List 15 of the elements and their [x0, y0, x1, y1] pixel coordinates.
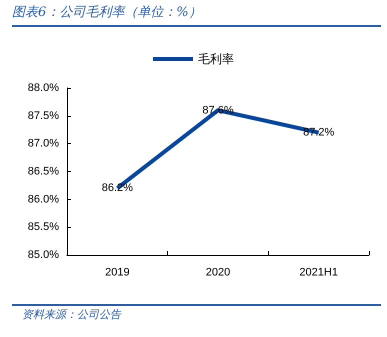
y-tick-label: 85.0% [28, 249, 60, 261]
y-tick-label: 87.0% [28, 138, 60, 150]
y-tick-label: 86.0% [28, 193, 60, 206]
y-tick-label: 86.5% [28, 166, 60, 178]
text: 资料来源：公司公告 [22, 307, 121, 322]
x-tick-label: 2020 [206, 266, 230, 278]
data-label: 87.2% [303, 126, 334, 139]
y-tick-label: 88.0% [28, 82, 60, 94]
data-label: 86.2% [102, 182, 134, 194]
legend-label: 毛利率 [198, 52, 234, 66]
y-tick-label: 85.5% [28, 221, 60, 234]
chart-title: 图表6：公司毛利率（单位：%） [12, 4, 202, 21]
x-tick-label: 2019 [105, 266, 130, 278]
y-tick-label: 87.5% [28, 110, 60, 122]
x-tick-label: 2021H1 [299, 266, 338, 278]
